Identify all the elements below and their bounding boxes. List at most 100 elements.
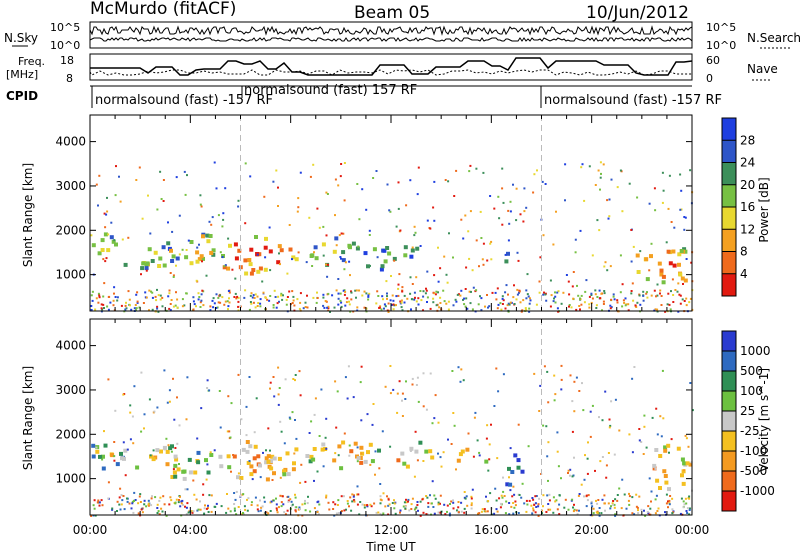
data-cell — [337, 184, 340, 187]
data-cell — [514, 504, 517, 507]
data-cell — [186, 488, 189, 491]
data-cell — [363, 459, 368, 464]
data-cell — [192, 510, 195, 513]
colorbar-tick-label: 8 — [740, 245, 748, 259]
data-cell — [254, 496, 257, 499]
velocity-colorbar-label: Velocity [m s^-1] — [757, 368, 771, 472]
data-cell — [393, 499, 395, 502]
data-cell — [426, 296, 429, 299]
data-cell — [671, 278, 674, 281]
data-cell — [361, 188, 364, 191]
data-cell — [513, 284, 515, 287]
data-cell — [452, 501, 455, 504]
data-cell — [685, 502, 688, 505]
data-cell — [389, 392, 392, 395]
data-cell — [119, 451, 123, 456]
data-cell — [457, 366, 460, 369]
data-cell — [413, 225, 416, 228]
data-cell — [206, 463, 209, 466]
data-cell — [113, 455, 116, 458]
data-cell — [267, 512, 270, 515]
data-cell — [597, 512, 600, 515]
data-cell — [278, 506, 280, 509]
data-cell — [264, 456, 269, 461]
data-cell — [669, 495, 672, 497]
data-cell — [568, 305, 570, 308]
data-cell — [570, 306, 573, 309]
data-cell — [213, 302, 216, 305]
data-cell — [466, 504, 469, 507]
data-cell — [655, 494, 658, 497]
data-cell — [645, 446, 648, 449]
data-cell — [259, 476, 262, 479]
data-cell — [318, 435, 321, 437]
data-cell — [409, 450, 412, 452]
data-cell — [241, 447, 246, 452]
data-cell — [147, 499, 150, 502]
data-cell — [569, 468, 572, 471]
data-cell — [150, 504, 153, 507]
data-cell — [98, 501, 101, 504]
data-cell — [224, 187, 227, 190]
data-cell — [168, 503, 171, 506]
data-cell — [444, 179, 447, 181]
data-cell — [206, 239, 211, 244]
data-cell — [271, 479, 274, 481]
data-cell — [366, 505, 369, 508]
data-cell — [671, 512, 674, 515]
data-cell — [680, 457, 685, 462]
data-cell — [614, 398, 617, 401]
data-cell — [667, 207, 670, 210]
data-cell — [486, 259, 489, 262]
data-cell — [212, 306, 215, 309]
data-cell — [95, 449, 100, 454]
data-cell — [97, 204, 99, 207]
data-cell — [158, 513, 161, 516]
data-cell — [668, 261, 673, 266]
data-cell — [272, 306, 275, 309]
data-cell — [616, 301, 619, 304]
data-cell — [603, 265, 606, 268]
data-cell — [244, 289, 247, 292]
data-cell — [484, 459, 489, 464]
data-cell — [558, 494, 561, 497]
power-panel-frame — [89, 114, 693, 312]
data-cell — [272, 456, 277, 461]
data-cell — [103, 212, 106, 215]
data-cell — [179, 495, 181, 498]
data-cell — [501, 297, 504, 300]
data-cell — [136, 291, 139, 294]
data-cell — [268, 299, 271, 302]
colorbar-swatch — [722, 491, 736, 511]
data-cell — [437, 452, 439, 455]
data-cell — [506, 251, 510, 256]
data-cell — [525, 206, 528, 209]
data-cell — [432, 206, 435, 209]
data-cell — [588, 295, 591, 298]
data-cell — [443, 503, 446, 506]
data-cell — [166, 241, 171, 246]
data-cell — [638, 495, 641, 498]
data-cell — [255, 397, 258, 400]
data-cell — [422, 295, 425, 298]
data-cell — [684, 497, 687, 500]
data-cell — [209, 309, 212, 312]
data-cell — [560, 364, 563, 367]
data-cell — [500, 494, 503, 497]
data-cell — [633, 366, 636, 368]
data-cell — [325, 263, 327, 266]
data-cell — [190, 510, 193, 513]
data-cell — [480, 309, 483, 312]
data-cell — [114, 194, 117, 197]
data-cell — [595, 307, 598, 309]
data-cell — [586, 457, 589, 460]
colorbar-tick-label: 24 — [740, 156, 755, 170]
data-cell — [355, 246, 360, 251]
data-cell — [467, 230, 470, 233]
data-cell — [656, 283, 659, 286]
data-cell — [129, 438, 132, 441]
data-cell — [298, 307, 301, 310]
data-cell — [489, 492, 492, 495]
data-cell — [332, 508, 335, 510]
data-cell — [348, 444, 351, 447]
